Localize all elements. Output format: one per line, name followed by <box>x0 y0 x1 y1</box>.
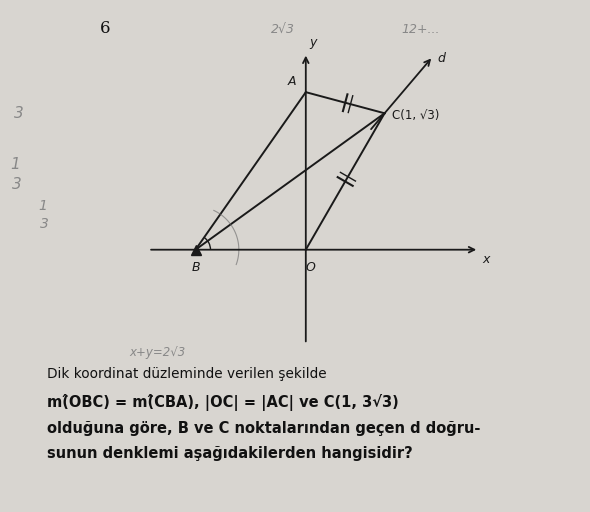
Text: d: d <box>438 52 445 65</box>
Text: y: y <box>310 36 317 49</box>
Text: sunun denklemi aşağıdakilerden hangisidir?: sunun denklemi aşağıdakilerden hangisidi… <box>47 446 413 461</box>
Text: x+y=2√3: x+y=2√3 <box>130 346 186 359</box>
Text: A: A <box>288 75 296 88</box>
Text: 1: 1 <box>10 157 20 172</box>
Text: 1: 1 <box>38 199 47 213</box>
Text: m(̂OBC) = m(̂CBA), |OC| = |AC| ve C(1, 3√3): m(̂OBC) = m(̂CBA), |OC| = |AC| ve C(1, 3… <box>47 394 399 411</box>
Text: olduğuna göre, B ve C noktalarından geçen d doğru-: olduğuna göre, B ve C noktalarından geçe… <box>47 421 481 436</box>
Text: x: x <box>482 253 490 266</box>
Text: C(1, √3): C(1, √3) <box>392 109 440 122</box>
Text: B: B <box>192 261 201 274</box>
Text: 2√3: 2√3 <box>271 23 296 36</box>
Text: 3: 3 <box>40 217 49 231</box>
Text: 6: 6 <box>100 20 111 37</box>
Text: 12+...: 12+... <box>401 23 440 36</box>
Text: Dik koordinat düzleminde verilen şekilde: Dik koordinat düzleminde verilen şekilde <box>47 367 327 381</box>
Text: 3: 3 <box>12 178 22 193</box>
Text: 3: 3 <box>14 106 24 121</box>
Text: O: O <box>306 261 316 274</box>
